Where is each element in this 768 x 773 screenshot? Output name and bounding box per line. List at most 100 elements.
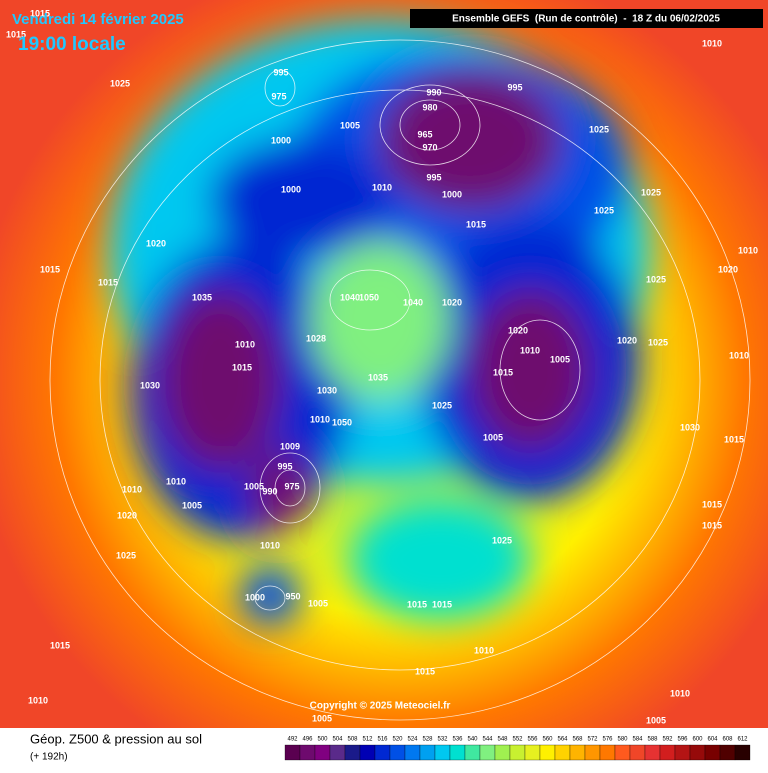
isobar-label: 1005: [646, 715, 666, 725]
isobar-label: 1025: [641, 187, 661, 197]
colorbar-swatch: [479, 744, 496, 761]
isobar-label: 1005: [308, 598, 328, 608]
isobar-label: 1009: [280, 441, 300, 451]
isobar-label: 1020: [146, 238, 166, 248]
isobar-label: 1015: [415, 666, 435, 676]
isobar-label: 1005: [340, 120, 360, 130]
isobar-label: 995: [426, 172, 441, 182]
local-time: 19:00 locale: [18, 34, 126, 55]
colorbar-label: 520: [392, 737, 403, 743]
colorbar-swatch: [419, 744, 436, 761]
colorbar-swatch: [464, 744, 481, 761]
colorbar-swatch: [404, 744, 421, 761]
isobar-label: 1025: [594, 205, 614, 215]
isobar-label: 1030: [140, 380, 160, 390]
colorbar-label: 556: [527, 737, 538, 743]
colorbar-label: 592: [662, 737, 673, 743]
isobar-label: 1000: [442, 189, 462, 199]
isobar-labels: 1015 1015 1025 995 975 1000 1005 1000 1010 990 980…: [6, 8, 758, 725]
isobar-label: 1015: [724, 434, 744, 444]
isobar-label: 1030: [317, 385, 337, 395]
colorbar-label: 528: [422, 737, 433, 743]
colorbar-swatch: [689, 744, 706, 761]
isobar-label: 1020: [117, 510, 137, 520]
colorbar-swatch: [644, 744, 661, 761]
isobar-label: 1015: [466, 219, 486, 229]
colorbar-swatch: [284, 744, 301, 761]
colorbar-swatch: [674, 744, 691, 761]
colorbar-label: 544: [482, 737, 493, 743]
colorbar-label: 532: [437, 737, 448, 743]
colorbar-label: 492: [287, 737, 298, 743]
copyright: Copyright © 2025 Meteociel.fr: [310, 701, 451, 712]
isobar-label: 1035: [368, 372, 388, 382]
isobar-label: 1015: [702, 499, 722, 509]
isobar-label: 1005: [244, 481, 264, 491]
colorbar-label: 504: [332, 737, 343, 743]
colorbar-swatch: [374, 744, 391, 761]
colorbar-label: 560: [542, 737, 553, 743]
colorbar-swatch: [344, 744, 361, 761]
colorbar-label: 540: [467, 737, 478, 743]
isobar-label: 1025: [492, 535, 512, 545]
colorbar-swatch: [584, 744, 601, 761]
colorbar-label: 608: [722, 737, 733, 743]
colorbar-swatch: [569, 744, 586, 761]
model-run: Ensemble GEFS (Run de contrôle) - 18 Z d…: [452, 14, 720, 25]
isobar-label: 1025: [116, 550, 136, 560]
isobar-label: 1010: [260, 540, 280, 550]
isobar-label: 1015: [232, 362, 252, 372]
colorbar-swatch: [704, 744, 721, 761]
isobar-label: 975: [284, 481, 299, 491]
isobar-label: 1005: [483, 432, 503, 442]
colorbar-swatch: [719, 744, 736, 761]
isobar-label: 1010: [28, 695, 48, 705]
colorbar-label: 500: [317, 737, 328, 743]
colorbar-label: 572: [587, 737, 598, 743]
isobar-label: 1025: [648, 337, 668, 347]
colorbar-swatch: [494, 744, 511, 761]
colorbar-swatch: [314, 744, 331, 761]
isobar-label: 1030: [680, 422, 700, 432]
colorbar-label: 588: [647, 737, 658, 743]
colorbar-label: 552: [512, 737, 523, 743]
colorbar-label: 612: [737, 737, 748, 743]
isobar-label: 1025: [589, 124, 609, 134]
isobar-label: 1010: [670, 688, 690, 698]
colorbar-swatch: [599, 744, 616, 761]
isobar-label: 965: [417, 129, 432, 139]
isobar-label: 1040: [403, 297, 423, 307]
colorbar-label: 604: [707, 737, 718, 743]
isobar-label: 1025: [432, 400, 452, 410]
isobar-label: 995: [273, 67, 288, 77]
isobar-label: 1015: [40, 264, 60, 274]
colorbar-swatch: [524, 744, 541, 761]
isobar-label: 1000: [245, 592, 265, 602]
isobar-label: 1025: [110, 78, 130, 88]
isobar-label: 1010: [729, 350, 749, 360]
isobar-label: 1015: [702, 520, 722, 530]
isobar-label: 1020: [718, 264, 738, 274]
isobar-label: 1005: [182, 500, 202, 510]
colorbar: 492 496 500 504 508 512 516 520 524 528 532 536 540 5…: [284, 737, 751, 761]
colorbar-swatch: [299, 744, 316, 761]
lead-time: (+ 192h): [30, 752, 68, 763]
isobar-label: 1015: [6, 29, 26, 39]
isobar-label: 1015: [30, 8, 50, 18]
isobar-label: 1015: [407, 599, 427, 609]
colorbar-label: 536: [452, 737, 463, 743]
colorbar-label: 600: [692, 737, 703, 743]
colorbar-label: 580: [617, 737, 628, 743]
colorbar-swatch: [539, 744, 556, 761]
isobar-label: 990: [262, 486, 277, 496]
colorbar-label: 564: [557, 737, 568, 743]
isobar-label: 1015: [50, 640, 70, 650]
isobar-label: 1010: [372, 182, 392, 192]
colorbar-swatch: [434, 744, 451, 761]
isobar-label: 970: [422, 142, 437, 152]
isobar-label: 1015: [493, 367, 513, 377]
colorbar-label: 496: [302, 737, 313, 743]
colorbar-swatch: [509, 744, 526, 761]
colorbar-label: 576: [602, 737, 613, 743]
colorbar-swatch: [554, 744, 571, 761]
